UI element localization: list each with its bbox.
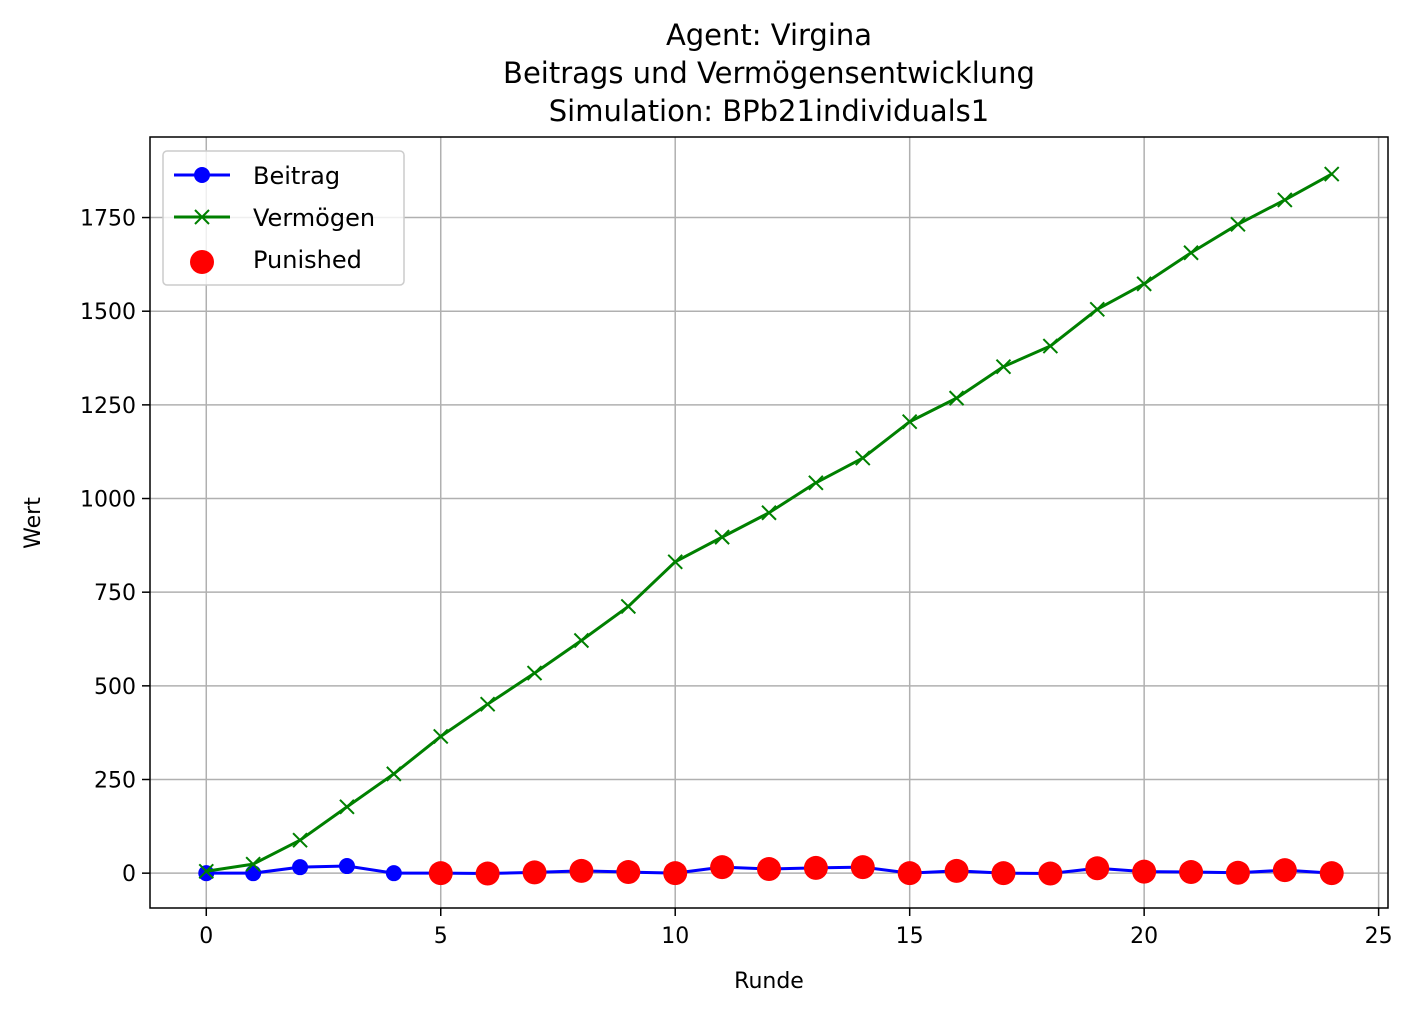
punished-point [1272,858,1297,883]
legend: Beitrag Vermögen Punished [162,150,405,286]
x-tick-label: 20 [1130,924,1158,949]
y-axis-label: Wert [21,497,46,549]
punished-point [1085,856,1110,881]
series-layer [198,166,1344,886]
legend-label-vermoegen: Vermögen [253,204,375,232]
data-point-vermoegen [433,728,449,745]
x-tick-label: 10 [661,924,689,949]
x-tick-label: 5 [434,924,448,949]
y-tick-label: 750 [94,581,136,606]
series-vermoegen [198,166,1340,879]
title-line-1: Agent: Virgina [666,18,872,52]
title-line-2: Beitrags und Vermögensentwicklung [503,56,1035,90]
data-point-vermoegen [526,665,543,681]
data-point-vermoegen [714,529,730,545]
y-tick-label: 1500 [80,300,136,325]
punished-point [428,861,453,886]
data-point-vermoegen [198,863,214,879]
punished-point [1319,861,1344,886]
data-point-beitrag [245,865,262,882]
data-point-beitrag [338,858,355,875]
legend-entry-punished: Punished [190,246,362,274]
x-tick-label: 15 [896,924,924,949]
punished-point [1179,860,1204,885]
grid [150,137,1388,908]
punished-point [944,858,969,883]
data-point-vermoegen [573,632,590,649]
data-point-vermoegen [1277,192,1293,208]
data-point-vermoegen [1042,338,1059,354]
punished-point [569,858,594,883]
punished-point [991,861,1016,886]
data-point-vermoegen [761,505,777,521]
punished-point [616,860,641,885]
legend-frame [162,150,405,286]
legend-label-punished: Punished [253,246,362,274]
data-point-vermoegen [1183,245,1199,261]
punished-point [1038,861,1063,886]
legend-marker-vermoegen [194,209,210,225]
data-point-vermoegen [1089,301,1105,318]
punished-point [522,860,547,885]
punished-point [710,855,735,880]
y-tick-label: 0 [122,862,136,887]
punished-point [897,861,922,886]
punished-point [663,861,688,886]
data-point-vermoegen [667,554,683,570]
x-tick-label: 25 [1365,924,1393,949]
data-point-vermoegen [808,475,824,491]
data-point-vermoegen [479,696,496,712]
x-axis-label: Runde [734,969,804,994]
legend-entry-beitrag: Beitrag [174,162,340,190]
data-point-vermoegen [995,358,1012,375]
punished-point [803,855,828,880]
data-point-vermoegen [855,450,871,466]
legend-marker-punished [190,250,214,274]
y-tick-label: 1750 [80,207,136,232]
punished-point [1225,860,1250,885]
data-point-beitrag [292,859,309,876]
x-tick-label: 0 [199,924,213,949]
data-point-vermoegen [948,390,965,406]
series-punished [428,855,1344,886]
punished-point [757,857,781,882]
legend-marker-beitrag [194,167,210,183]
plot-area-frame [149,136,1389,909]
data-point-vermoegen [386,766,402,782]
data-point-vermoegen [339,799,355,815]
y-tick-label: 500 [94,675,136,700]
chart-title: Agent: Virgina Beitrags und Vermögensent… [503,18,1035,128]
punished-point [850,855,875,880]
data-point-vermoegen [1136,276,1152,292]
y-tick-label: 1250 [80,394,136,419]
data-point-beitrag [385,865,402,882]
punished-point [1132,859,1157,884]
data-point-vermoegen [1324,166,1340,182]
data-point-beitrag [198,865,215,882]
legend-label-beitrag: Beitrag [253,162,340,190]
title-line-3: Simulation: BPb21individuals1 [549,94,989,128]
y-tick-label: 250 [94,769,136,794]
data-point-vermoegen [292,832,308,848]
data-point-vermoegen [901,414,918,430]
punished-point [475,861,500,886]
data-point-vermoegen [245,856,261,872]
data-point-vermoegen [1230,216,1246,232]
legend-entry-vermoegen: Vermögen [174,204,375,232]
data-point-vermoegen [620,598,637,615]
y-tick-label: 1000 [80,488,136,513]
